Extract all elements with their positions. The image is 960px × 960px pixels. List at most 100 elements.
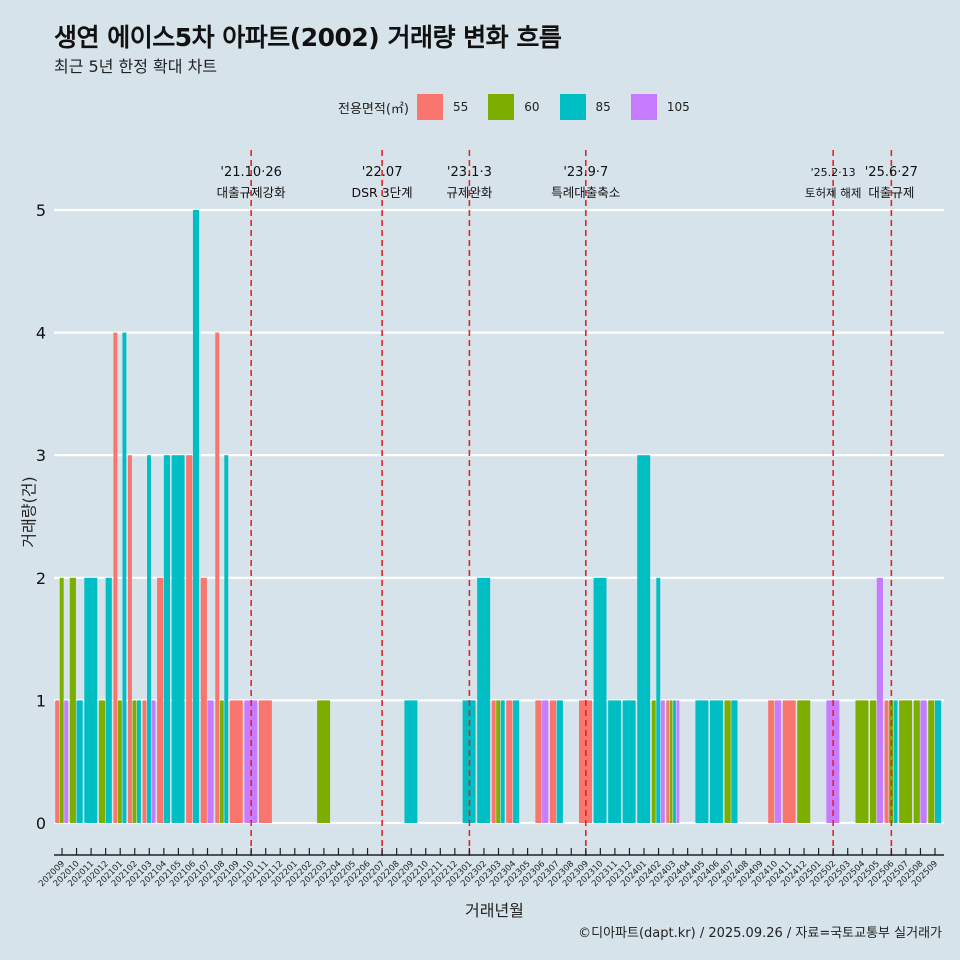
bar-60-202101 [117,700,122,823]
bar-60-202203 [317,700,331,823]
bar-55-202307 [549,700,557,823]
bar-60-202012 [98,700,106,823]
legend-title: 전용면적(㎡) [338,101,409,117]
bar-55-202102 [127,455,132,823]
bar-55-202403 [666,700,670,823]
y-tick-label: 0 [36,814,46,833]
y-tick-label: 2 [36,569,46,588]
bar-55-202106 [186,455,193,823]
bar-60-202504 [855,700,869,823]
bar-55-202111 [258,700,272,823]
bar-60-202509 [928,700,935,823]
bar-55-202107 [200,577,207,823]
bar-60-202505 [870,700,877,823]
chart-subtitle: 최근 5년 한정 확대 차트 [54,57,218,76]
event-name-label: 토허제 해제 [805,186,862,200]
legend-key-105 [630,94,657,120]
bar-85-202402 [656,577,661,823]
x-axis-title: 거래년월 [465,901,524,920]
bar-60-202009 [59,577,64,823]
event-name-label: 특례대출축소 [551,185,620,200]
bar-55-202306 [535,700,542,823]
bar-55-202304 [506,700,513,823]
legend-key-55 [416,94,443,120]
bar-85-202106 [192,210,200,823]
bar-55-202104 [157,577,164,823]
y-tick-label: 5 [36,201,46,220]
bar-55-202411 [782,700,796,823]
bar-105-202103 [151,700,156,823]
caption: ©디아파트(dapt.kr) / 2025.09.26 / 자료=국토교통부 실… [578,926,942,941]
bar-85-202506 [893,700,898,823]
bar-105-202403 [676,700,680,823]
bar-105-202009 [64,700,69,823]
bar-55-202108 [215,332,220,823]
event-name-label: 규제완화 [446,185,493,200]
bar-60-202403 [669,700,673,823]
bar-85-202105 [171,455,185,823]
bar-85-202406 [709,700,723,823]
bar-105-202508 [920,700,927,823]
bar-105-202410 [774,700,782,823]
bar-55-202303 [491,700,496,823]
y-tick-label: 4 [36,324,46,343]
bar-60-202303 [496,700,501,823]
bar-85-202401 [637,455,651,823]
legend-key-85 [559,94,586,120]
bar-105-202505 [876,577,883,823]
bar-55-202009 [55,700,60,823]
bar-105-202306 [542,700,549,823]
bar-85-202403 [673,700,676,823]
bar-60-202402 [651,700,656,823]
legend-label-85: 85 [595,100,611,114]
event-name-label: 대출규제강화 [217,185,287,200]
chart-title: 생연 에이스5차 아파트(2002) 거래량 변화 흐름 [54,23,562,52]
legend-label-60: 60 [524,100,540,114]
bar-55-202506 [884,700,889,823]
bar-105-202402 [660,700,665,823]
legend-key-60 [488,94,515,120]
bar-55-202101 [113,332,118,823]
bar-55-202410 [768,700,775,823]
bar-85-202101 [122,332,127,823]
bar-85-202011 [84,577,98,823]
bar-85-202108 [224,455,229,823]
event-date-label: '23.1·3 [447,165,492,180]
bar-60-202010 [69,577,76,823]
bar-85-202312 [622,700,636,823]
bar-55-202103 [142,700,147,823]
bar-85-202509 [935,700,942,823]
y-tick-label: 1 [36,691,46,710]
event-date-label: '21.10·26 [220,165,281,180]
bar-85-202407 [731,700,738,823]
bar-85-202012 [105,577,112,823]
bar-85-202104 [163,455,171,823]
bar-85-202209 [404,700,418,823]
event-date-label: '25.2·13 [811,166,856,179]
bar-85-202304 [513,700,520,823]
event-date-label: '22.07 [362,165,403,180]
event-date-label: '25.6·27 [865,165,918,180]
y-axis-title: 거래량(건) [19,476,39,548]
bar-60-202108 [219,700,224,823]
bar-85-202303 [500,700,505,823]
bar-85-202310 [593,577,607,823]
legend-label-105: 105 [666,100,690,114]
bar-85-202010 [76,700,83,823]
y-tick-label: 3 [36,446,46,465]
legend-label-55: 55 [452,100,469,114]
event-name-label: DSR 3단계 [352,185,413,200]
bar-60-202102 [132,700,137,823]
bar-85-202311 [608,700,622,823]
bar-85-202102 [137,700,141,823]
bar-60-202412 [797,700,811,823]
bar-105-202107 [207,700,214,823]
bar-85-202302 [477,577,491,823]
bar-60-202507 [899,700,913,823]
legend: 전용면적(㎡) 55 60 85 105 [338,92,710,122]
bar-85-202103 [147,455,151,823]
event-name-label: 대출규제 [868,185,914,200]
bar-85-202405 [695,700,709,823]
event-date-label: '23.9·7 [563,165,608,180]
